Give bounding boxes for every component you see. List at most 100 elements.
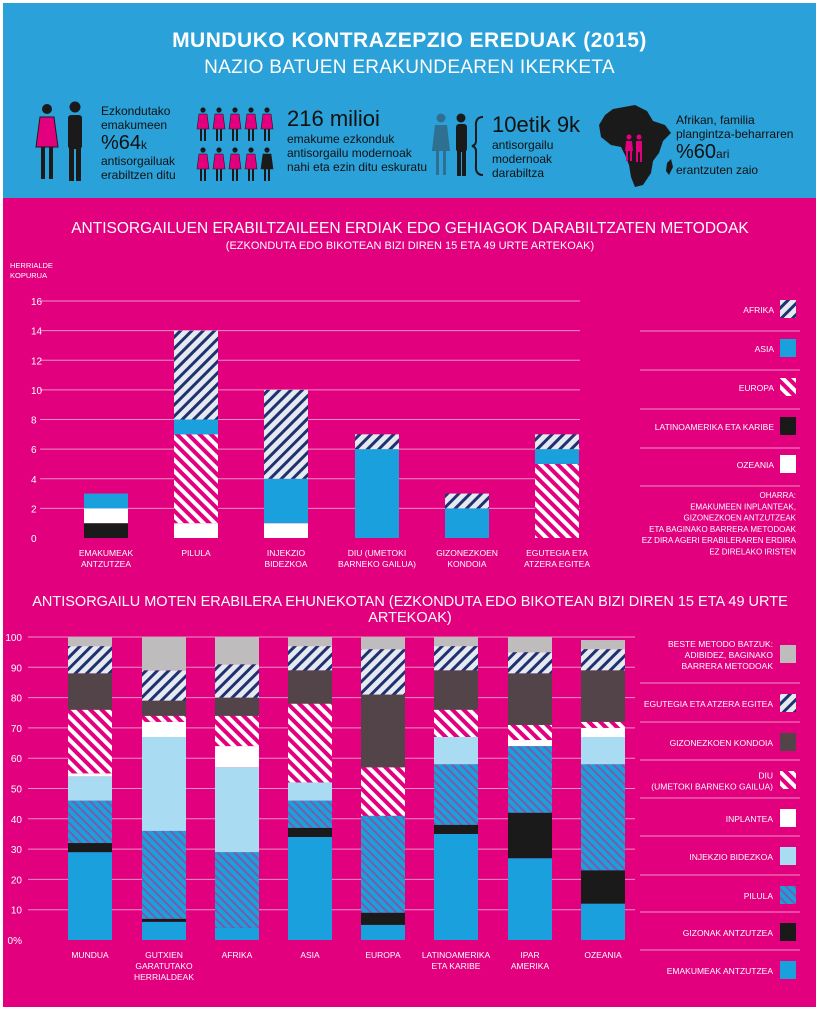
chart2-subtitle: (EZKONDUTA EDO BIKOTEAN BIZI DIREN 15 ET… <box>368 594 788 626</box>
legend-label: AFRIKA <box>743 305 774 315</box>
woman-man-icon <box>35 101 82 181</box>
legend-label: INJEKZIO BIDEZKOA <box>689 852 773 862</box>
page-title: MUNDUKO KONTRAZEPZIO EREDUAK (2015) <box>172 29 647 52</box>
x-tick-label: GUTXIEN <box>145 950 183 960</box>
woman-head-icon <box>200 107 206 113</box>
woman-dress-icon <box>196 153 210 170</box>
bar-segment <box>215 697 259 716</box>
bar-segment <box>142 700 186 716</box>
stat-2-line: antisorgailu modernoak <box>287 146 412 160</box>
woman-leg-icon <box>264 169 266 181</box>
woman-head-icon <box>216 107 222 113</box>
y-tick-label: 90 <box>11 663 23 674</box>
y-tick-label: 2 <box>31 504 37 515</box>
x-tick-label: KONDOIA <box>447 559 487 569</box>
woman-leg-icon <box>248 129 250 141</box>
legend-swatch <box>780 886 796 904</box>
bar-segment <box>288 827 332 837</box>
woman-leg-icon <box>220 129 222 141</box>
note-text: EMAKUMEEN INPLANTEAK, <box>690 502 796 511</box>
bar-segment <box>68 773 112 777</box>
bar-segment <box>535 463 579 538</box>
legend-swatch <box>780 809 796 827</box>
bar-segment <box>215 746 259 768</box>
y-tick-label: 40 <box>11 815 23 826</box>
bar-segment <box>142 830 186 919</box>
bar-segment <box>581 670 625 722</box>
bar-segment <box>215 852 259 928</box>
woman-dress-icon <box>244 153 258 170</box>
bar-segment <box>288 782 332 801</box>
x-tick-label: OZEANIA <box>584 950 622 960</box>
stat-2-value: 216 milioi <box>287 106 380 131</box>
bar-segment <box>84 523 128 538</box>
x-tick-label: LATINOAMERIKA <box>422 950 491 960</box>
woman-head-icon <box>248 107 254 113</box>
bar-segment <box>434 833 478 940</box>
legend-label: GIZONAK ANTZUTZEA <box>683 928 774 938</box>
x-tick-label: BIDEZKOA <box>265 559 308 569</box>
legend-label: EGUTEGIA ETA ATZERA EGITEA <box>644 699 773 709</box>
bar-segment <box>535 434 579 450</box>
woman-head-icon <box>200 147 206 153</box>
bar-segment <box>264 389 308 479</box>
woman-dress-icon <box>228 113 242 130</box>
bar-segment <box>215 927 259 940</box>
bar-segment <box>68 852 112 940</box>
woman-head-icon <box>264 147 270 153</box>
bar-segment <box>68 673 112 710</box>
legend-swatch <box>780 645 796 663</box>
bar-segment <box>508 812 552 859</box>
y-axis-label: KOPURUA <box>10 271 47 280</box>
bar-segment <box>288 836 332 940</box>
y-tick-label: 12 <box>31 356 43 367</box>
woman-leg-icon <box>220 169 222 181</box>
x-tick-label: GIZONEZKOEN <box>436 548 498 558</box>
chart1-subtitle: (EZKONDUTA EDO BIKOTEAN BIZI DIREN 15 ET… <box>225 240 595 252</box>
bar-segment <box>142 736 186 831</box>
y-tick-label: 80 <box>11 694 23 705</box>
bar-segment <box>84 508 128 524</box>
legend-swatch <box>780 339 796 357</box>
legend-label: EUROPA <box>739 383 775 393</box>
legend-label: BESTE METODO BATZUK: <box>668 639 773 649</box>
woman-leg-icon <box>248 169 250 181</box>
bar-segment <box>174 330 218 420</box>
y-tick-label: 14 <box>31 327 43 338</box>
stat-1-line: emakumeen <box>101 118 168 132</box>
bar-segment <box>508 740 552 747</box>
page-subtitle: NAZIO BATUEN ERAKUNDEAREN IKERKETA <box>204 57 615 78</box>
chart2-title: ANTISORGAILU MOTEN ERABILERA EHUNEKOTAN <box>32 594 385 610</box>
stat-2: 216 milioi emakume ezkonduk antisorgailu… <box>287 106 427 174</box>
bar-segment <box>508 637 552 653</box>
bar-segment <box>68 646 112 674</box>
woman-head-icon <box>264 107 270 113</box>
bar-segment <box>434 709 478 737</box>
woman-leg-icon <box>252 169 254 181</box>
legend-label: ASIA <box>755 344 775 354</box>
y-tick-label: 100 <box>5 633 22 644</box>
y-axis-label: HERRIALDE <box>10 261 53 270</box>
legend-swatch <box>780 455 796 473</box>
bar-segment <box>361 649 405 695</box>
header-banner: MUNDUKO KONTRAZEPZIO EREDUAK (2015) NAZI… <box>3 3 816 198</box>
bar-segment <box>355 449 399 538</box>
stat-1-suffix: k <box>141 138 148 152</box>
stat-1-value: %64 <box>101 132 142 154</box>
woman-dress-icon <box>244 113 258 130</box>
legend-swatch <box>780 923 796 941</box>
legend-label: INPLANTEA <box>726 814 774 824</box>
note-text: EZ DIRELAKO IRISTEN <box>709 548 796 557</box>
bar-segment <box>174 434 218 524</box>
legend-label: DIU <box>758 771 773 781</box>
y-tick-label: 10 <box>11 906 23 917</box>
woman-leg-icon <box>232 169 234 181</box>
y-tick-label: 70 <box>11 724 23 735</box>
bar-segment <box>581 721 625 728</box>
woman-leg-icon <box>200 169 202 181</box>
legend-label: OZEANIA <box>737 460 775 470</box>
bar-segment <box>68 637 112 647</box>
bar-segment <box>215 637 259 665</box>
bar-segment <box>434 824 478 834</box>
